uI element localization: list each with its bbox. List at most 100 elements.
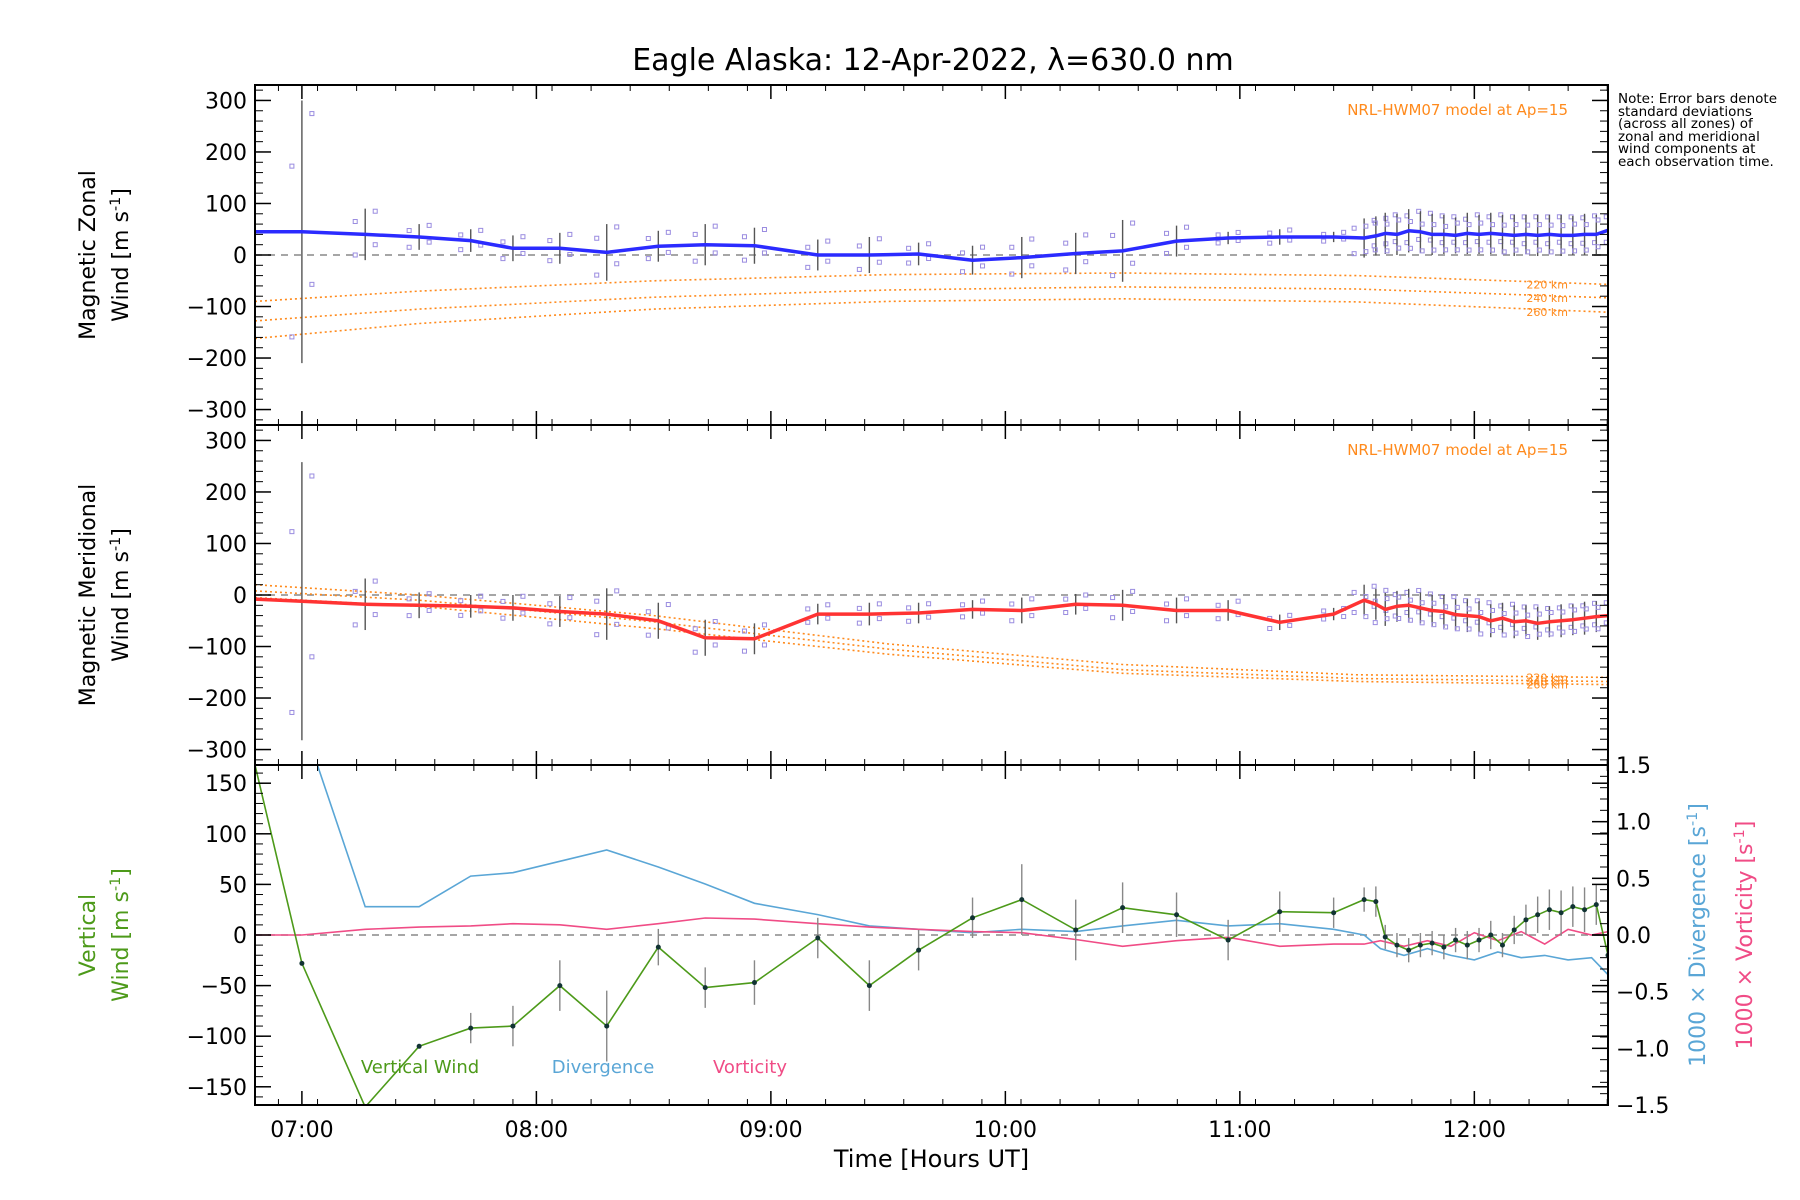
zonal-zone-point — [1184, 244, 1190, 250]
legend-vertical-wind: Vertical Wind — [361, 1057, 479, 1078]
meridional-zone-point — [1536, 631, 1542, 637]
meridional-zone-point — [805, 606, 811, 612]
zonal-zone-point — [712, 223, 718, 229]
zonal-zone-point — [406, 228, 412, 234]
zonal-zone-point — [352, 219, 358, 225]
zonal-zone-point — [1572, 221, 1578, 227]
meridional-zone-point — [712, 642, 718, 648]
meridional-zone-point — [1548, 631, 1554, 637]
meridional-zone-point — [1489, 628, 1495, 634]
zonal-zone-point — [1372, 247, 1378, 253]
meridional-zone-point — [856, 605, 862, 611]
zonal-zone-point — [1478, 220, 1484, 226]
zonal-zone-point — [1431, 222, 1437, 228]
zonal-ytick-label: 100 — [205, 192, 247, 217]
meridional-zone-point — [1029, 613, 1035, 619]
vertical-wind-point — [510, 1023, 516, 1029]
meridional-zone-point — [1478, 631, 1484, 637]
zonal-zone-point — [741, 257, 747, 263]
xtick-label: 12:00 — [1443, 1118, 1506, 1143]
zonal-zone-point — [1501, 249, 1507, 255]
meridional-zone-point — [567, 595, 573, 601]
zonal-zone-point — [1489, 222, 1495, 228]
meridional-zone-point — [1572, 607, 1578, 613]
zonal-panel: −300 −200 −100 0 100 200 300 Magnetic Zonal Wind… — [76, 84, 1609, 426]
zonal-zone-point — [1341, 229, 1347, 235]
zonal-zone-point — [309, 111, 315, 117]
meridional-zone-point — [567, 615, 573, 621]
meridional-zone-point — [1419, 620, 1425, 626]
meridional-zone-point — [825, 602, 831, 608]
vertical-wind-point — [1394, 942, 1400, 948]
zonal-zone-point — [1110, 232, 1116, 238]
vertical-wind-point — [655, 944, 661, 950]
meridional-zone-point — [478, 608, 484, 614]
meridional-zone-point — [547, 621, 553, 627]
zonal-zone-point — [876, 259, 882, 265]
zonal-model-curve — [255, 272, 1608, 303]
meridional-zone-point — [1287, 612, 1293, 618]
meridional-zone-point — [426, 607, 432, 613]
vertical-wind-point — [1488, 932, 1494, 938]
vertical-wind-point — [1558, 910, 1564, 916]
vertical-wind-point — [1429, 940, 1435, 946]
zonal-zone-point — [1419, 221, 1425, 227]
vertical-wind-point — [1277, 909, 1283, 915]
zonal-zone-point — [825, 238, 831, 244]
zonal-zone-point — [761, 227, 767, 232]
vertical-wind-point — [1593, 902, 1599, 908]
vertical-wind-line — [255, 765, 1608, 1105]
vertical-wind-point — [751, 980, 757, 986]
vertical-wind-point — [1546, 907, 1552, 913]
vertical-wind-point — [1073, 927, 1079, 933]
vertical-ytick-label: −50 — [201, 975, 247, 1000]
meridional-zone-point — [1603, 600, 1608, 606]
zonal-zone-point — [1595, 217, 1601, 223]
zonal-zone-point — [500, 239, 506, 245]
meridional-zone-point — [980, 610, 986, 616]
zonal-zone-point — [1525, 222, 1531, 228]
zonal-ytick-label: −200 — [187, 347, 247, 372]
zonal-zone-point — [1029, 236, 1035, 242]
meridional-zone-point — [1184, 613, 1190, 619]
zonal-zone-point — [1130, 220, 1136, 226]
zonal-zone-point — [1560, 223, 1566, 229]
meridional-zone-point — [1443, 624, 1449, 630]
vertical-wind-point — [1511, 927, 1517, 933]
zonal-zone-point — [692, 231, 698, 237]
vertical-wind-point — [916, 947, 922, 953]
vertical-wind-point — [1382, 934, 1388, 940]
zonal-ytick-label: −300 — [187, 399, 247, 424]
zonal-zone-point — [1454, 247, 1460, 253]
divergence-line — [316, 765, 1608, 976]
meridional-zone-point — [500, 598, 506, 604]
vertical-wind-point — [1453, 937, 1459, 943]
zonal-zone-point — [426, 239, 432, 245]
zonal-zone-point — [1384, 221, 1390, 227]
zonal-zone-point — [1603, 214, 1608, 220]
meridional-zone-point — [1287, 622, 1293, 628]
zonal-zone-point — [825, 258, 831, 264]
zonal-zone-point — [1235, 229, 1241, 235]
meridional-zone-point — [1616, 599, 1620, 603]
zonal-zone-point — [1407, 219, 1413, 225]
meridional-zone-point — [1321, 616, 1327, 622]
meridional-zone-point — [1431, 622, 1437, 628]
zonal-zone-point — [1419, 248, 1425, 254]
meridional-zone-point — [1451, 594, 1457, 600]
zonal-zone-point — [406, 244, 412, 250]
meridional-zone-point — [1384, 616, 1390, 622]
zonal-zone-point — [960, 250, 966, 256]
zonal-zone-point — [1525, 249, 1531, 255]
vertical-ytick-label: 0 — [233, 924, 247, 949]
zonal-zone-point — [458, 232, 464, 238]
meridional-zone-point — [1427, 591, 1433, 597]
zonal-zone-point — [1478, 247, 1484, 253]
meridional-zone-point — [309, 654, 315, 660]
zonal-zone-point — [309, 281, 315, 287]
meridional-zone-point — [1110, 615, 1116, 621]
zonal-zone-point — [1396, 217, 1402, 223]
meridional-zone-point — [372, 612, 378, 618]
vertical-wind-point — [1499, 942, 1505, 948]
